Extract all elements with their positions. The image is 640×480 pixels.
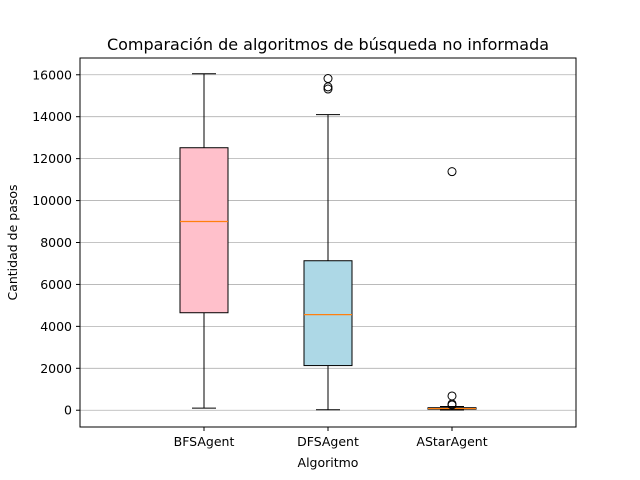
outlier-point [323,82,333,92]
y-tick-label: 8000 [40,235,72,250]
tick-layer: 0 2000 4000 6000 8000 10000 12000 14000 16000 BFS… [32,67,487,449]
outlier-point [323,74,333,84]
box-iqr [303,260,353,367]
y-tick-label: 14000 [32,109,72,124]
x-axis-label: Algoritmo [298,455,359,470]
y-tick-label: 4000 [40,319,72,334]
y-axis-label: Cantidad de pasos [5,184,20,300]
outlier-point [323,84,333,94]
x-tick-label: DFSAgent [297,434,359,449]
box-group-astaragent [427,167,477,411]
y-tick-label: 0 [64,403,72,418]
outlier-point [447,167,457,177]
box-iqr [179,147,229,314]
x-tick-label: AStarAgent [416,434,487,449]
y-tick-label: 16000 [32,67,72,82]
box-group-bfsagent [179,73,229,409]
x-tick-label: BFSAgent [174,434,235,449]
y-tick-label: 10000 [32,193,72,208]
y-tick-label: 2000 [40,361,72,376]
box-group-dfsagent [303,74,353,411]
y-tick-label: 12000 [32,151,72,166]
chart-title: Comparación de algoritmos de búsqueda no… [107,35,549,54]
y-tick-label: 6000 [40,277,72,292]
box-layer [179,73,477,411]
outlier-point [447,391,457,401]
